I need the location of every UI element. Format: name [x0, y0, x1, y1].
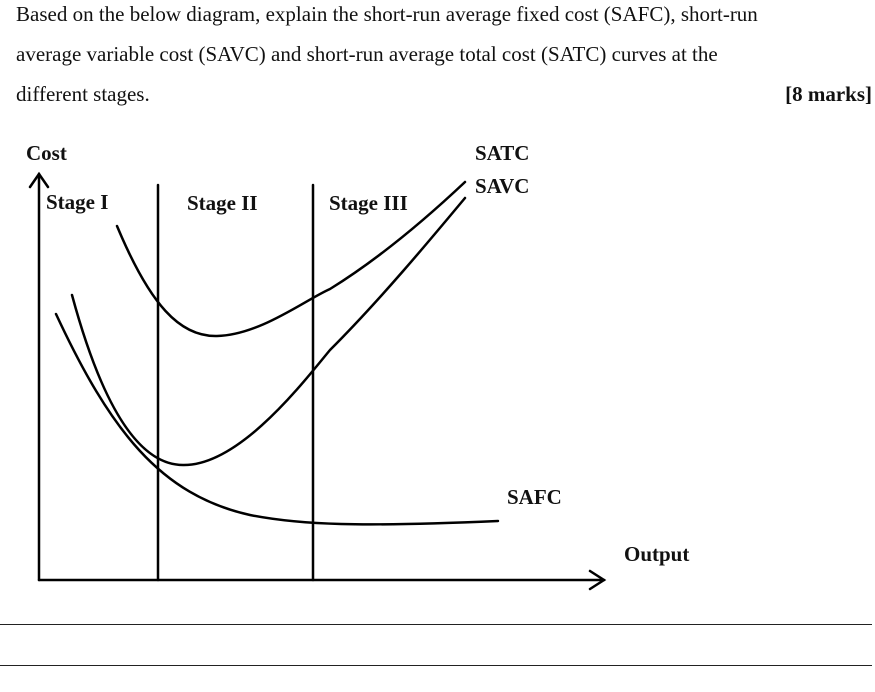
x-axis-label: Output	[624, 542, 689, 566]
question-line-3-text: different stages.	[16, 82, 150, 106]
satc-label: SATC	[475, 141, 529, 165]
question-line-2: average variable cost (SAVC) and short-r…	[16, 42, 718, 66]
y-axis-label: Cost	[26, 141, 67, 165]
marks-label: [8 marks]	[785, 82, 872, 106]
question-line-1: Based on the below diagram, explain the …	[16, 2, 758, 26]
safc-label: SAFC	[507, 485, 562, 509]
x-axis-arrowhead	[588, 569, 607, 591]
savc-label: SAVC	[475, 174, 529, 198]
y-axis-arrowhead	[28, 171, 50, 189]
satc-curve	[115, 180, 467, 338]
question-text: Based on the below diagram, explain the …	[16, 0, 872, 114]
safc-curve	[54, 312, 500, 526]
stage-1-label: Stage I	[46, 190, 108, 214]
answer-line	[0, 624, 872, 625]
question-line-3: different stages. [8 marks]	[16, 74, 872, 114]
answer-line	[0, 665, 872, 666]
savc-curve	[70, 196, 467, 467]
stage-2-label: Stage II	[187, 191, 258, 215]
stage-3-label: Stage III	[329, 191, 408, 215]
